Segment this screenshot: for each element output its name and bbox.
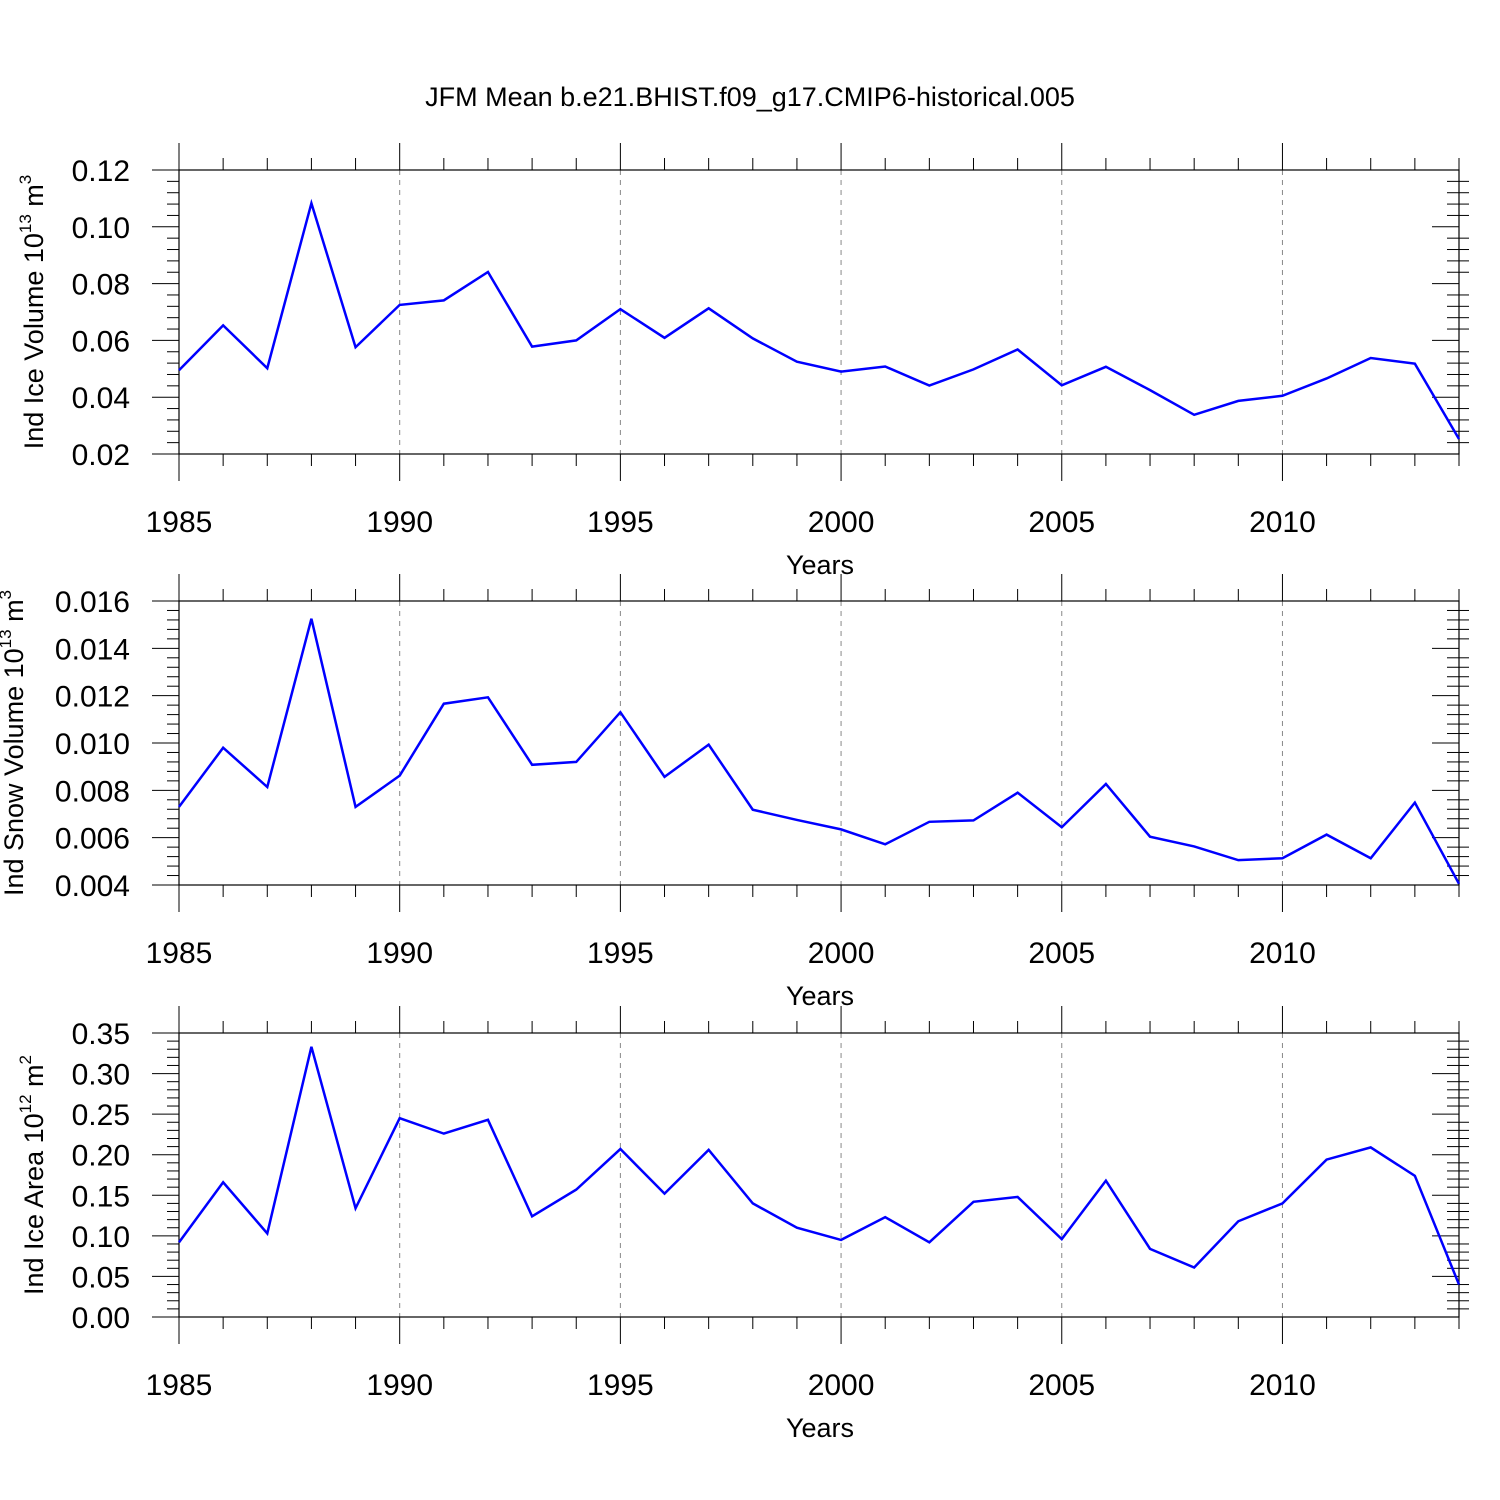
figure-title: JFM Mean b.e21.BHIST.f09_g17.CMIP6-histo… (425, 82, 1075, 112)
y-axis-label-base: Ind Ice Area 10 (19, 1113, 49, 1295)
y-tick-label: 0.04 (72, 382, 130, 415)
x-tick-label: 1990 (366, 1369, 433, 1402)
y-tick-label: 0.05 (72, 1261, 130, 1294)
x-tick-label: 1995 (587, 937, 654, 970)
x-tick-label: 2005 (1028, 1369, 1095, 1402)
x-tick-label: 1995 (587, 1369, 654, 1402)
x-tick-label: 1985 (146, 937, 213, 970)
x-tick-label: 2000 (808, 937, 875, 970)
y-axis-label-exponent: 12 (16, 1094, 35, 1113)
y-axis-label-exponent: 13 (0, 629, 15, 648)
series-line (177, 1046, 1461, 1286)
y-axis-label: Ind Snow Volume 1013 m3 (0, 590, 29, 896)
y-tick-label: 0.008 (55, 775, 130, 808)
panels: 1985 1990 1995 2000 2005 2010 0.02 0.04 0.06 0.08… (0, 143, 1469, 1443)
x-tick-label: 2010 (1249, 937, 1316, 970)
y-tick-label: 0.15 (72, 1180, 130, 1213)
y-tick-label: 0.10 (72, 1221, 130, 1254)
y-axis-label-unit: m (0, 599, 29, 629)
series-line (178, 198, 1461, 440)
y-tick-label: 0.30 (72, 1059, 130, 1092)
y-tick-label: 0.010 (55, 728, 130, 761)
y-axis-label-unit-exponent: 3 (16, 175, 35, 184)
y-tick-label: 0.10 (72, 212, 130, 245)
y-tick-label: 0.00 (72, 1302, 130, 1335)
x-tick-label: 2000 (808, 1369, 875, 1402)
chart-panel-3: 1985 1990 1995 2000 2005 2010 0.00 0.05 0.10 0.15… (16, 1006, 1469, 1443)
x-tick-label: 1990 (366, 506, 433, 539)
y-axis-label: Ind Ice Volume 1013 m3 (16, 175, 49, 450)
y-tick-label: 0.20 (72, 1140, 130, 1173)
y-tick-label: 0.25 (72, 1099, 130, 1132)
x-tick-label: 2010 (1249, 506, 1316, 539)
x-tick-label: 1985 (146, 506, 213, 539)
x-tick-label: 2005 (1028, 506, 1095, 539)
y-axis-label-base: Ind Ice Volume 10 (19, 233, 49, 449)
x-tick-label: 1985 (146, 1369, 213, 1402)
y-axis-label-exponent: 13 (16, 214, 35, 233)
y-tick-label: 0.06 (72, 325, 130, 358)
y-axis-label: Ind Ice Area 1012 m2 (16, 1055, 49, 1295)
plot-frame (178, 1032, 1460, 1318)
y-axis-label-unit-exponent: 3 (0, 590, 15, 599)
plot-frame (178, 169, 1460, 455)
x-tick-label: 2000 (808, 506, 875, 539)
y-tick-label: 0.12 (72, 155, 130, 188)
chart-panel-1: 1985 1990 1995 2000 2005 2010 0.02 0.04 0.06 0.08… (16, 143, 1469, 580)
y-tick-label: 0.35 (72, 1018, 130, 1051)
y-tick-label: 0.012 (55, 681, 130, 714)
y-tick-label: 0.014 (55, 633, 130, 666)
y-tick-label: 0.004 (55, 870, 130, 903)
x-tick-label: 1990 (366, 937, 433, 970)
y-axis-label-unit: m (19, 1064, 49, 1094)
chart-panel-2: 1985 1990 1995 2000 2005 2010 0.004 0.006 0.008 0… (0, 574, 1469, 1011)
y-axis-label-base: Ind Snow Volume 10 (0, 648, 29, 896)
x-axis-label: Years (786, 981, 854, 1011)
plot-frame (178, 600, 1460, 886)
y-tick-label: 0.006 (55, 823, 130, 856)
x-axis-label: Years (786, 550, 854, 580)
x-tick-label: 2005 (1028, 937, 1095, 970)
x-tick-label: 2010 (1249, 1369, 1316, 1402)
x-axis-label: Years (786, 1413, 854, 1443)
series-line (177, 618, 1461, 885)
y-tick-label: 0.016 (55, 586, 130, 619)
x-tick-label: 1995 (587, 506, 654, 539)
y-axis-label-unit: m (19, 184, 49, 214)
y-tick-label: 0.02 (72, 439, 130, 472)
y-axis-label-unit-exponent: 2 (16, 1055, 35, 1064)
y-tick-label: 0.08 (72, 269, 130, 302)
